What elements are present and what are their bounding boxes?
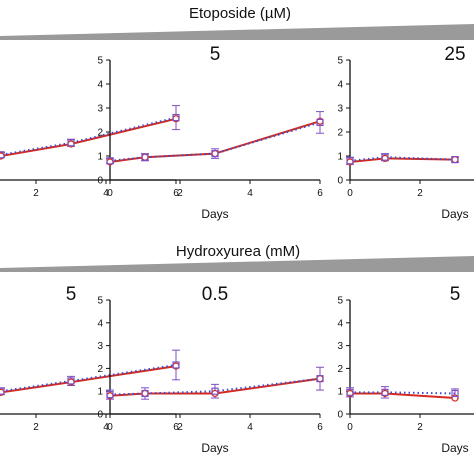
y-tick-label: 4 [337, 80, 343, 91]
x-axis-label: Days [201, 207, 228, 221]
data-point-circle [141, 389, 149, 398]
x-tick-label: 2 [177, 422, 183, 433]
panel-title: 5 [66, 284, 77, 305]
etoposide-header: Etoposide (µM) [189, 5, 291, 22]
x-tick-label: 4 [103, 188, 109, 199]
panel-title: 5 [450, 284, 461, 305]
y-tick-label: 2 [337, 128, 343, 139]
series-line-dotted [349, 156, 456, 162]
y-tick-label: 5 [97, 296, 103, 307]
y-tick-label: 1 [337, 152, 343, 163]
data-point-square [106, 157, 114, 165]
y-tick-label: 2 [97, 128, 103, 139]
chart-panels: 01234502460123450246Days501234502Days250… [0, 44, 474, 455]
data-point-square [172, 113, 180, 122]
y-tick-label: 1 [337, 387, 343, 398]
y-tick-label: 4 [97, 80, 103, 91]
data-point-square [211, 150, 219, 158]
x-tick-label: 2 [177, 188, 183, 199]
data-point-square [141, 153, 149, 161]
panel-title: 0.5 [202, 284, 228, 305]
chart-panel-4: 0 1 2 3 4 5 0 2 4 6 Days 0.5 [97, 284, 324, 455]
data-point-square [381, 388, 389, 396]
series-line-solid [109, 377, 321, 397]
etoposide-dose-wedge [0, 24, 474, 40]
data-point-square [0, 387, 5, 395]
x-tick-label: 4 [247, 422, 253, 433]
y-tick-label: 5 [337, 296, 343, 307]
x-tick-label: 2 [417, 422, 423, 433]
x-tick-label: 4 [103, 422, 109, 433]
y-tick-label: 0 [337, 176, 343, 187]
y-tick-label: 5 [97, 56, 103, 67]
data-point-square [316, 375, 324, 383]
panel-title: 25 [444, 44, 465, 65]
data-point-square [451, 156, 459, 164]
x-tick-label: 0 [347, 422, 353, 433]
x-tick-label: 2 [33, 188, 39, 199]
data-point-circle [211, 389, 219, 398]
panel-title: 5 [210, 44, 221, 65]
y-tick-label: 0 [97, 176, 103, 187]
data-point-circle [316, 375, 324, 383]
data-point-square [451, 389, 459, 398]
data-point-square [106, 391, 114, 399]
series-line-solid [0, 117, 177, 158]
x-axis-label: Days [201, 441, 228, 455]
y-tick-label: 4 [337, 318, 343, 329]
hydroxyurea-header: Hydroxyurea (mM) [176, 243, 300, 260]
data-point-circle [451, 156, 459, 164]
chart-panel-2: 0 1 2 3 4 5 0 2 Days 25 [337, 44, 474, 221]
data-point-square [172, 361, 180, 369]
chart-panel-1: 0 1 2 3 4 5 0 2 4 6 Days 5 [97, 44, 324, 221]
data-point-square [381, 153, 389, 161]
x-axis-label: Days [441, 207, 468, 221]
y-tick-label: 2 [337, 364, 343, 375]
data-point-square [316, 118, 324, 127]
data-point-circle [211, 150, 219, 158]
y-tick-label: 3 [97, 104, 103, 115]
y-tick-label: 1 [97, 152, 103, 163]
data-point-square [0, 151, 5, 159]
y-tick-label: 0 [97, 410, 103, 421]
data-point-square [346, 388, 354, 396]
y-tick-label: 2 [97, 364, 103, 375]
series-line-dotted [109, 377, 321, 396]
y-tick-label: 0 [337, 410, 343, 421]
series-line-solid [109, 120, 321, 163]
x-tick-label: 6 [317, 422, 323, 433]
x-tick-label: 6 [173, 188, 179, 199]
x-axis-label: Days [441, 441, 468, 455]
hydroxyurea-dose-wedge [0, 256, 474, 272]
y-tick-label: 4 [97, 318, 103, 329]
series-line-solid [350, 392, 456, 400]
data-point-circle [141, 153, 149, 161]
x-tick-label: 6 [173, 422, 179, 433]
y-tick-label: 5 [337, 56, 343, 67]
x-tick-label: 0 [347, 188, 353, 199]
y-tick-label: 3 [97, 341, 103, 352]
data-point-square [67, 139, 75, 147]
y-tick-label: 3 [337, 104, 343, 115]
series-line-dotted [350, 391, 456, 395]
series-line-solid [349, 157, 456, 163]
data-point-square [346, 157, 354, 165]
data-point-square [67, 377, 75, 385]
data-point-square [211, 387, 219, 395]
y-tick-label: 3 [337, 341, 343, 352]
series-line-solid [0, 365, 177, 394]
chart-panel-5: 0 1 2 3 4 5 0 2 Days 5 [337, 284, 474, 455]
x-tick-label: 0 [107, 188, 113, 199]
x-tick-label: 2 [417, 188, 423, 199]
chart-panel-3: 0 1 2 3 4 5 0 2 4 6 5 [0, 284, 180, 433]
x-tick-label: 6 [317, 188, 323, 199]
data-point-square [141, 389, 149, 398]
x-tick-label: 0 [107, 422, 113, 433]
y-tick-label: 1 [97, 387, 103, 398]
x-tick-label: 4 [247, 188, 253, 199]
x-tick-label: 2 [33, 422, 39, 433]
